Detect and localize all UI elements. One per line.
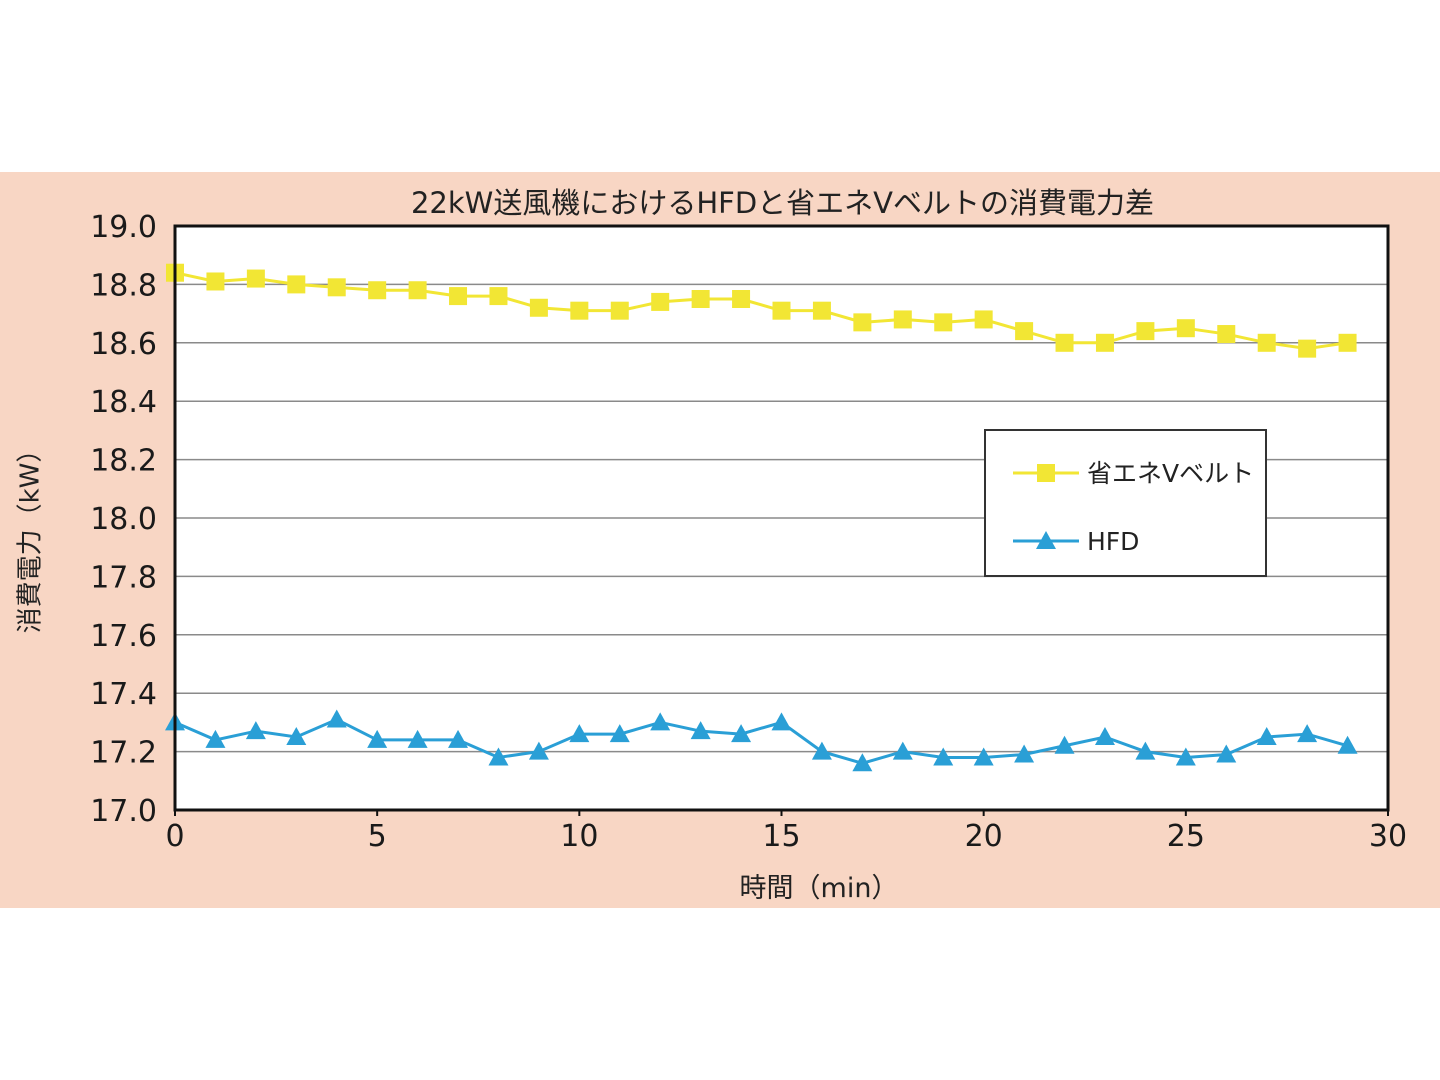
- data-point: [205, 729, 226, 748]
- data-point: [1216, 744, 1237, 763]
- data-point: [489, 287, 508, 306]
- data-point: [1015, 322, 1034, 341]
- x-tick-label: 25: [1167, 819, 1205, 854]
- data-point: [1014, 744, 1035, 763]
- x-tick-label: 5: [368, 819, 387, 854]
- data-point: [893, 310, 912, 329]
- y-tick-label: 17.0: [90, 794, 157, 829]
- data-point: [892, 741, 913, 760]
- data-point: [1095, 333, 1114, 352]
- legend-swatch-marker: [1037, 464, 1055, 482]
- data-point: [610, 301, 629, 320]
- data-point: [933, 747, 954, 766]
- legend-item: HFD: [1013, 527, 1139, 556]
- data-point: [245, 721, 266, 740]
- data-point: [368, 281, 387, 300]
- x-tick-label: 20: [965, 819, 1003, 854]
- data-point: [811, 741, 832, 760]
- data-point: [1094, 727, 1115, 745]
- data-point: [327, 278, 346, 297]
- data-point: [408, 281, 427, 300]
- data-point: [1136, 322, 1155, 341]
- chart-title: 22kW送風機におけるHFDと省エネVベルトの消費電力差: [410, 186, 1155, 220]
- data-point: [1256, 727, 1277, 745]
- y-tick-label: 18.2: [90, 444, 157, 479]
- data-point: [287, 275, 306, 294]
- data-point: [731, 724, 752, 743]
- x-tick-label: 10: [560, 819, 598, 854]
- data-point: [650, 712, 671, 731]
- data-point: [570, 301, 589, 320]
- legend-label: HFD: [1087, 527, 1139, 556]
- legend: 省エネVベルト HFD: [984, 429, 1267, 577]
- data-point: [1338, 333, 1357, 352]
- data-point: [367, 729, 388, 748]
- data-point: [1175, 747, 1196, 766]
- y-tick-label: 18.0: [90, 502, 157, 537]
- y-tick-label: 17.4: [90, 677, 157, 712]
- data-point: [609, 724, 630, 743]
- series-line: [174, 717, 1348, 765]
- data-point: [448, 729, 469, 748]
- data-point: [246, 269, 265, 288]
- data-point: [1054, 735, 1075, 754]
- series-belt: [166, 263, 1357, 358]
- data-point: [569, 724, 590, 743]
- data-point: [1055, 333, 1074, 352]
- data-point: [326, 709, 347, 728]
- x-tick-label: 0: [165, 819, 184, 854]
- data-point: [934, 313, 953, 332]
- legend-swatch-marker: [1036, 531, 1056, 549]
- x-axis-label: 時間（min）: [739, 873, 899, 904]
- data-point: [974, 310, 993, 329]
- data-point: [488, 747, 509, 766]
- y-tick-label: 19.0: [90, 210, 157, 245]
- data-point: [651, 292, 670, 311]
- y-tick-labels: 17.0 17.2 17.4 17.6 17.8 18.0 18.2 18.4 18.6 18.8…: [90, 210, 157, 829]
- data-point: [691, 290, 710, 308]
- x-tick-label: 15: [762, 819, 800, 854]
- x-tick-labels: 0 5 10 15 20 25 30: [165, 810, 1407, 854]
- data-point: [772, 301, 791, 320]
- y-tick-label: 17.2: [90, 736, 157, 771]
- data-point: [286, 727, 307, 745]
- data-point: [1176, 319, 1195, 338]
- data-point: [528, 741, 549, 760]
- data-point: [1257, 333, 1276, 352]
- legend-item: 省エネVベルト: [1013, 459, 1254, 488]
- y-tick-label: 18.8: [90, 268, 157, 303]
- y-tick-label: 17.8: [90, 560, 157, 595]
- data-point: [1297, 724, 1318, 743]
- series-hfd: [165, 709, 1358, 772]
- data-point: [449, 287, 468, 306]
- data-point: [812, 301, 831, 320]
- y-tick-label: 17.6: [90, 619, 157, 654]
- y-tick-label: 18.4: [90, 385, 157, 420]
- data-point: [407, 729, 428, 748]
- data-point: [206, 272, 225, 291]
- data-point: [853, 313, 872, 332]
- data-point: [690, 721, 711, 740]
- x-tick-label: 30: [1369, 819, 1407, 854]
- legend-box: [984, 429, 1267, 577]
- series-layer: [165, 263, 1358, 772]
- y-tick-label: 18.6: [90, 327, 157, 362]
- data-point: [1298, 339, 1317, 358]
- data-point: [1217, 325, 1236, 344]
- legend-label: 省エネVベルト: [1087, 459, 1254, 488]
- data-point: [529, 298, 548, 317]
- data-point: [852, 753, 873, 772]
- data-point: [1337, 735, 1358, 754]
- data-point: [973, 747, 994, 766]
- data-point: [771, 712, 792, 731]
- data-point: [1135, 741, 1156, 760]
- data-point: [732, 290, 751, 308]
